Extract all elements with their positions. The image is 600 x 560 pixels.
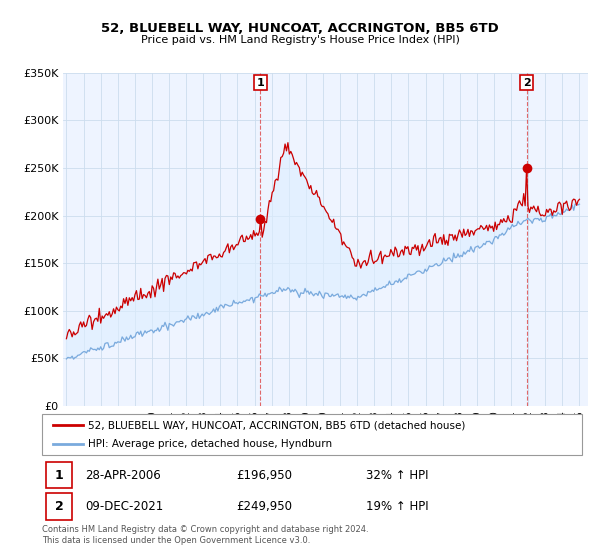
Bar — [46, 462, 72, 488]
Text: Price paid vs. HM Land Registry's House Price Index (HPI): Price paid vs. HM Land Registry's House … — [140, 35, 460, 45]
Text: 52, BLUEBELL WAY, HUNCOAT, ACCRINGTON, BB5 6TD: 52, BLUEBELL WAY, HUNCOAT, ACCRINGTON, B… — [101, 22, 499, 35]
Text: 1: 1 — [55, 469, 64, 482]
Text: £196,950: £196,950 — [236, 469, 292, 482]
Text: 09-DEC-2021: 09-DEC-2021 — [85, 500, 163, 513]
Bar — [46, 493, 72, 520]
Text: £249,950: £249,950 — [236, 500, 292, 513]
Text: 32% ↑ HPI: 32% ↑ HPI — [366, 469, 428, 482]
Text: 52, BLUEBELL WAY, HUNCOAT, ACCRINGTON, BB5 6TD (detached house): 52, BLUEBELL WAY, HUNCOAT, ACCRINGTON, B… — [88, 421, 465, 430]
Text: HPI: Average price, detached house, Hyndburn: HPI: Average price, detached house, Hynd… — [88, 439, 332, 449]
Text: 2: 2 — [55, 500, 64, 513]
Text: Contains HM Land Registry data © Crown copyright and database right 2024.
This d: Contains HM Land Registry data © Crown c… — [42, 525, 368, 545]
Text: 1: 1 — [256, 78, 264, 87]
Text: 2: 2 — [523, 78, 530, 87]
Text: 28-APR-2006: 28-APR-2006 — [85, 469, 161, 482]
Text: 19% ↑ HPI: 19% ↑ HPI — [366, 500, 428, 513]
